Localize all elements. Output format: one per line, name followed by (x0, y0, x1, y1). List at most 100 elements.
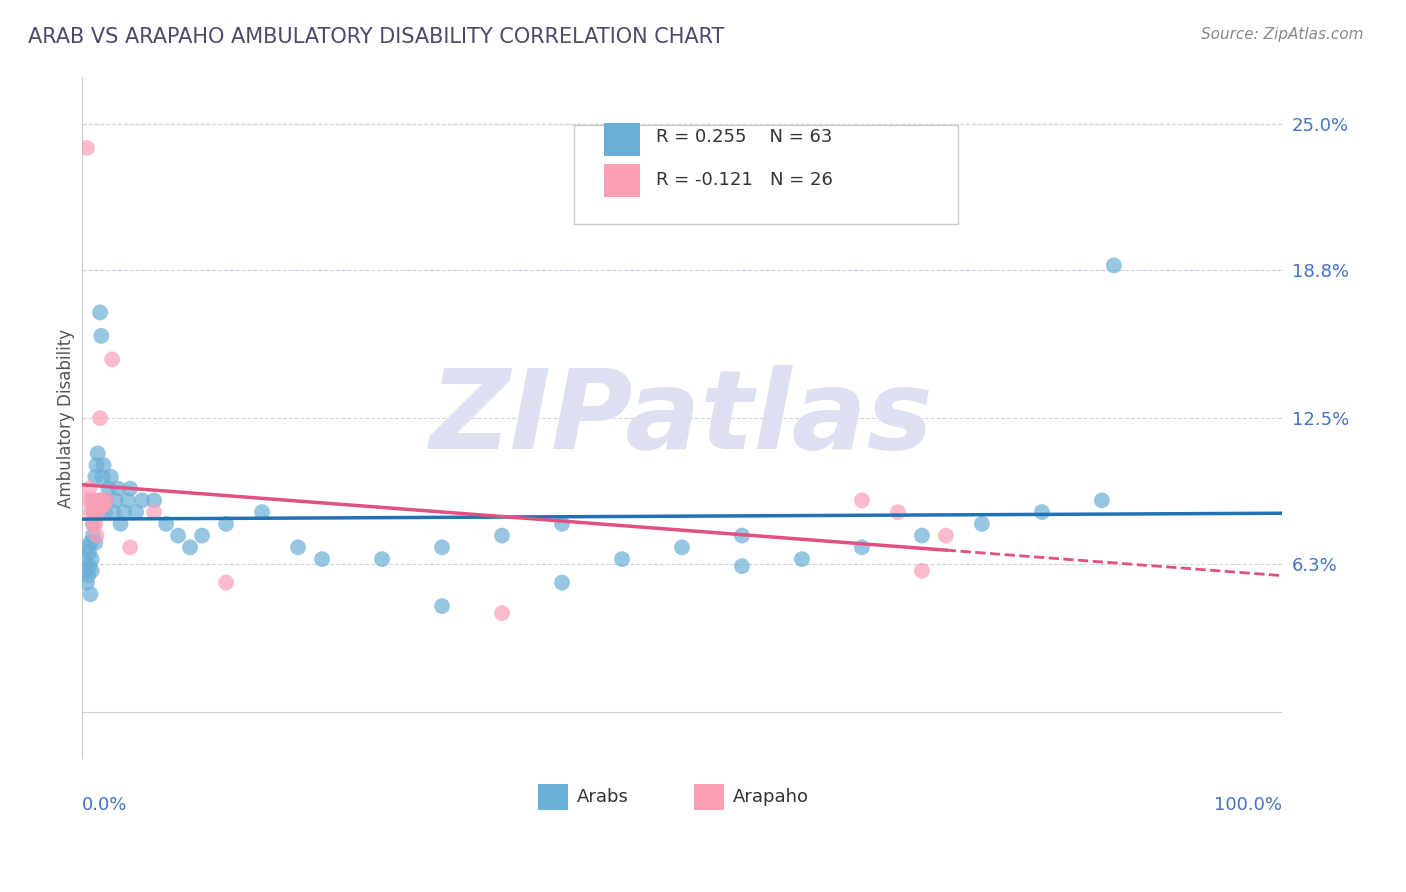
Point (491, 528, 513, 542)
Point (167, 528, 190, 542)
Text: Arabs: Arabs (576, 788, 628, 806)
Text: ZIPatlas: ZIPatlas (430, 365, 934, 472)
Point (851, 541, 873, 555)
Point (79, 559, 101, 574)
Text: Source: ZipAtlas.com: Source: ZipAtlas.com (1201, 27, 1364, 42)
Point (551, 516, 574, 531)
Point (215, 575, 238, 590)
Point (87, 446, 110, 460)
Point (970, 516, 993, 531)
Point (104, 493, 127, 508)
Point (155, 516, 177, 531)
Point (82, 516, 104, 531)
Point (143, 505, 166, 519)
Point (94, 505, 117, 519)
Point (84, 470, 107, 484)
Point (76, 575, 98, 590)
Point (287, 541, 309, 555)
Point (87, 505, 110, 519)
Text: 100.0%: 100.0% (1213, 797, 1282, 814)
Point (86, 458, 108, 472)
Point (731, 528, 754, 542)
Point (911, 528, 934, 542)
Point (851, 493, 873, 508)
Point (1031, 505, 1053, 519)
Point (790, 552, 813, 566)
Point (77, 541, 100, 555)
Y-axis label: Ambulatory Disability: Ambulatory Disability (58, 328, 75, 508)
Text: R = 0.255    N = 63: R = 0.255 N = 63 (655, 128, 832, 146)
Point (80, 493, 103, 508)
Point (1091, 493, 1114, 508)
FancyBboxPatch shape (605, 123, 640, 156)
Point (89, 493, 111, 508)
Point (430, 599, 453, 613)
Point (107, 482, 129, 496)
Point (935, 528, 957, 542)
Point (100, 470, 122, 484)
Point (87, 498, 110, 512)
Point (76, 141, 98, 155)
Point (120, 482, 142, 496)
Point (83, 505, 105, 519)
Point (610, 552, 633, 566)
Point (143, 493, 166, 508)
Point (84, 516, 107, 531)
Point (79, 545, 101, 559)
Point (120, 541, 142, 555)
Point (73, 552, 96, 566)
Text: ARAB VS ARAPAHO AMBULATORY DISABILITY CORRELATION CHART: ARAB VS ARAPAHO AMBULATORY DISABILITY CO… (28, 27, 724, 46)
Point (430, 541, 453, 555)
Point (93, 498, 115, 512)
Point (1102, 259, 1125, 273)
Point (112, 505, 135, 519)
Point (551, 575, 574, 590)
Point (215, 516, 238, 531)
Point (79, 535, 101, 549)
Point (80, 564, 103, 578)
Point (93, 458, 115, 472)
Point (91, 470, 114, 484)
Point (79, 505, 101, 519)
Point (83, 505, 105, 519)
Point (110, 516, 132, 531)
Point (84, 535, 107, 549)
Point (89, 411, 111, 425)
Point (83, 493, 105, 508)
FancyBboxPatch shape (538, 784, 568, 810)
Point (94, 493, 117, 508)
Point (77, 493, 100, 508)
Point (911, 564, 934, 578)
Text: Arapaho: Arapaho (733, 788, 808, 806)
Point (491, 606, 513, 620)
Point (371, 552, 394, 566)
Point (311, 552, 333, 566)
Point (125, 505, 148, 519)
Text: R = -0.121   N = 26: R = -0.121 N = 26 (655, 170, 832, 188)
FancyBboxPatch shape (574, 125, 957, 224)
Point (90, 493, 112, 508)
Point (79, 587, 101, 601)
Point (94, 493, 117, 508)
Point (86, 528, 108, 542)
Point (91, 498, 114, 512)
Point (101, 352, 124, 367)
Point (79, 482, 101, 496)
Point (887, 505, 910, 519)
Point (90, 329, 112, 343)
FancyBboxPatch shape (605, 164, 640, 196)
Point (80, 552, 103, 566)
Point (103, 505, 125, 519)
Point (179, 541, 201, 555)
Point (731, 559, 754, 574)
Point (82, 516, 104, 531)
Point (77, 568, 100, 582)
Point (75, 564, 97, 578)
Point (89, 305, 111, 319)
Point (82, 528, 104, 542)
Point (131, 493, 153, 508)
Point (87, 505, 110, 519)
Point (191, 528, 214, 542)
Point (671, 541, 693, 555)
Text: 0.0%: 0.0% (82, 797, 128, 814)
